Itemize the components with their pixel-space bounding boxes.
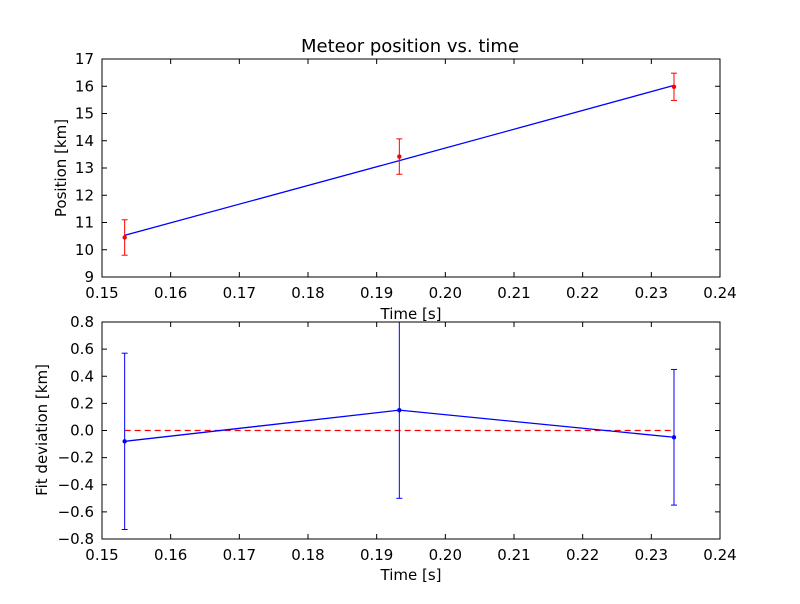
y-tick-label-top: 12 (75, 186, 94, 204)
y-tick-label-top: 10 (75, 241, 94, 259)
x-tick-label-bottom: 0.21 (497, 546, 530, 564)
x-tick-label-top: 0.24 (703, 284, 736, 302)
plot-frame-bottom (101, 321, 721, 540)
x-tick-label-top: 0.16 (154, 284, 187, 302)
deviation-plot: Time [s] Fit deviation [km] 0.15 0.16 0.17… (33, 313, 737, 584)
x-tick-label-bottom: 0.16 (154, 546, 187, 564)
y-tick-label-top: 17 (75, 50, 94, 68)
y-axis-label-bottom: Fit deviation [km] (33, 364, 51, 496)
y-tick-label-bottom: 0.0 (70, 422, 94, 440)
x-tick-label-top: 0.23 (635, 284, 668, 302)
plot-title: Meteor position vs. time (301, 36, 519, 57)
x-tick-label-top: 0.21 (497, 284, 530, 302)
x-tick-label-bottom: 0.20 (429, 546, 462, 564)
x-tick-label-bottom: 0.23 (635, 546, 668, 564)
data-point (122, 235, 127, 240)
x-tick-label-bottom: 0.18 (291, 546, 324, 564)
x-tick-label-top: 0.17 (223, 284, 256, 302)
y-tick-label-top: 15 (75, 105, 94, 123)
y-tick-label-top: 11 (75, 214, 94, 232)
x-axis-label-top: Time [s] (380, 305, 442, 323)
x-tick-label-top: 0.19 (360, 284, 393, 302)
x-tick-label-top: 0.18 (291, 284, 324, 302)
y-tick-label-bottom: 0.8 (70, 313, 94, 331)
x-tick-label-top: 0.22 (566, 284, 599, 302)
y-axis-label-top: Position [km] (52, 119, 70, 217)
x-axis-label-bottom: Time [s] (380, 566, 442, 584)
x-tick-label-top: 0.15 (85, 284, 118, 302)
y-tick-label-top: 16 (75, 77, 94, 95)
y-tick-label-bottom: 0.2 (70, 394, 94, 412)
data-point (671, 435, 677, 440)
y-tick-label-top: 13 (75, 159, 94, 177)
x-tick-label-bottom: 0.15 (85, 546, 118, 564)
data-point (122, 439, 127, 444)
y-tick-label-bottom: −0.6 (58, 503, 94, 521)
position-plot: Meteor position vs. time Time [s] Positi… (52, 36, 737, 323)
data-point (671, 84, 677, 89)
x-tick-label-bottom: 0.24 (703, 546, 736, 564)
data-point (397, 154, 402, 159)
y-tick-label-bottom: −0.8 (58, 530, 94, 548)
y-tick-label-bottom: 0.6 (70, 340, 94, 358)
y-tick-label-bottom: −0.2 (58, 449, 94, 467)
x-tick-label-top: 0.20 (429, 284, 462, 302)
plot-frame-top (101, 58, 721, 278)
x-tick-label-bottom: 0.17 (223, 546, 256, 564)
x-tick-label-bottom: 0.22 (566, 546, 599, 564)
x-tick-label-bottom: 0.19 (360, 546, 393, 564)
y-tick-label-bottom: 0.4 (70, 367, 94, 385)
y-tick-label-top: 9 (84, 268, 94, 286)
data-point (397, 407, 402, 413)
y-tick-label-top: 14 (75, 132, 94, 150)
y-tick-label-bottom: −0.4 (58, 476, 94, 494)
